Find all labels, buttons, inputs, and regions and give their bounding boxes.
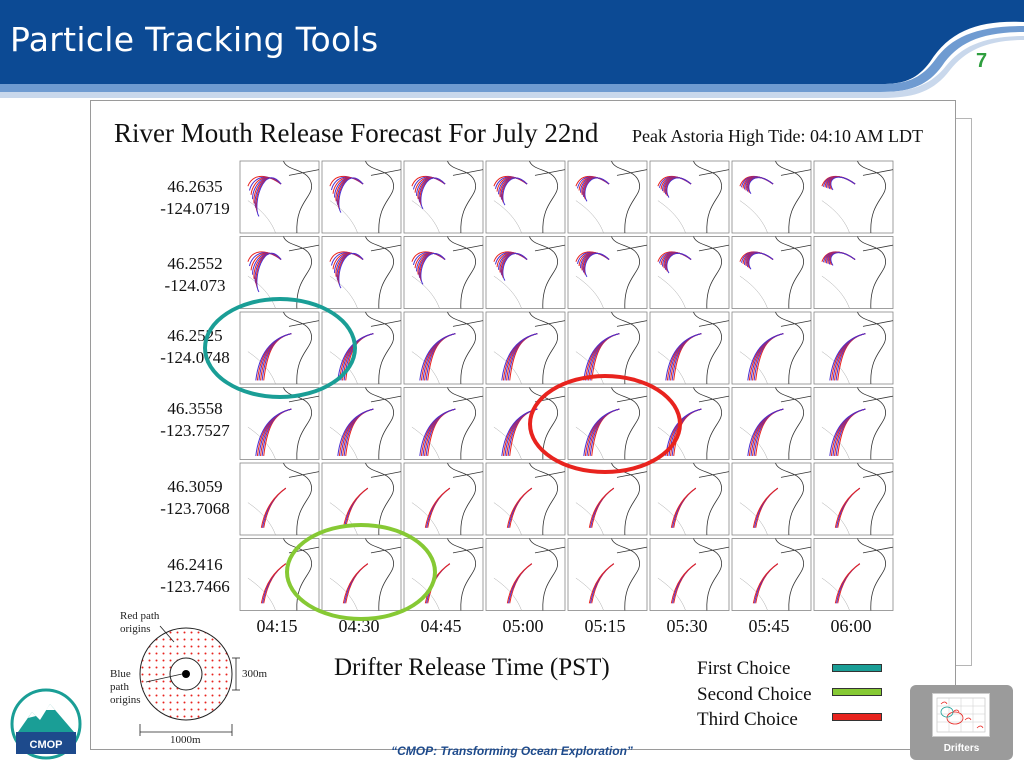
release-point-label: 46.2416 -123.7466 (146, 554, 244, 598)
release-time-label: 04:15 (256, 616, 298, 636)
slide-footer: “CMOP: Transforming Ocean Exploration” (391, 744, 633, 758)
release-point-label: 46.3558 -123.7527 (146, 398, 244, 442)
header-banner (0, 0, 1024, 98)
thumbnail-grid-icon (936, 697, 986, 733)
logo-text: CMOP (30, 739, 63, 751)
legend-third-choice: Third Choice (697, 709, 798, 730)
release-point-label: 46.2635 -124.0719 (146, 176, 244, 220)
release-point-lat: 46.3558 (167, 399, 223, 418)
release-time-label: 06:00 (830, 616, 872, 636)
release-time-label: 04:45 (420, 616, 462, 636)
red-origin-label-1: Red path (120, 610, 160, 622)
cmop-logo-icon: CMOP (10, 688, 82, 760)
origin-diagram (139, 625, 240, 736)
release-point-label: 46.2525 -124.0748 (146, 325, 244, 369)
release-point-lon: -124.0719 (160, 199, 230, 218)
release-time-label: 05:30 (666, 616, 708, 636)
release-point-label: 46.2552 -124.073 (146, 253, 244, 297)
x-axis-label: Drifter Release Time (PST) (334, 654, 610, 681)
release-point-lon: -123.7527 (160, 421, 230, 440)
thumbnail-preview (932, 693, 990, 737)
slide-number: 7 (976, 50, 988, 72)
red-origin-label-2: origins (120, 623, 151, 635)
release-time-label: 05:00 (502, 616, 544, 636)
cmop-logo: CMOP (10, 688, 82, 760)
figure-shadow (956, 118, 972, 666)
scale-300m: 300m (242, 668, 268, 680)
legend-swatch-teal (832, 664, 882, 672)
release-time-label: 05:15 (584, 616, 626, 636)
drifters-thumbnail[interactable]: Drifters (910, 685, 1013, 760)
legend-swatch-green (832, 688, 882, 696)
slide-header: Particle Tracking Tools 7 (0, 0, 1024, 100)
scale-1000m: 1000m (170, 734, 201, 746)
release-point-lon: -123.7068 (160, 499, 230, 518)
thumbnail-label: Drifters (943, 743, 980, 754)
release-point-lat: 46.3059 (167, 477, 223, 496)
slide-title: Particle Tracking Tools (10, 20, 379, 59)
figure-subtitle: Peak Astoria High Tide: 04:10 AM LDT (632, 126, 924, 146)
blue-origin-label-2: path (110, 681, 129, 693)
release-point-lat: 46.2525 (167, 326, 223, 345)
blue-origin-label-3: origins (110, 694, 141, 706)
legend-second-choice: Second Choice (697, 684, 812, 705)
blue-origin-label-1: Blue (110, 668, 131, 680)
release-point-lon: -124.0748 (160, 348, 230, 367)
release-time-label: 04:30 (338, 616, 380, 636)
release-point-lat: 46.2552 (167, 254, 223, 273)
legend-first-choice: First Choice (697, 658, 791, 679)
release-point-lon: -124.073 (164, 276, 226, 295)
release-time-label: 05:45 (748, 616, 790, 636)
release-point-lon: -123.7466 (160, 577, 230, 596)
release-point-lat: 46.2635 (167, 177, 223, 196)
figure-title: River Mouth Release Forecast For July 22… (114, 118, 599, 148)
release-point-lat: 46.2416 (167, 555, 223, 574)
legend-swatch-red (832, 713, 882, 721)
release-point-label: 46.3059 -123.7068 (146, 476, 244, 520)
release-origin-inset: Red path origins Blue path origins 300m … (104, 608, 284, 748)
